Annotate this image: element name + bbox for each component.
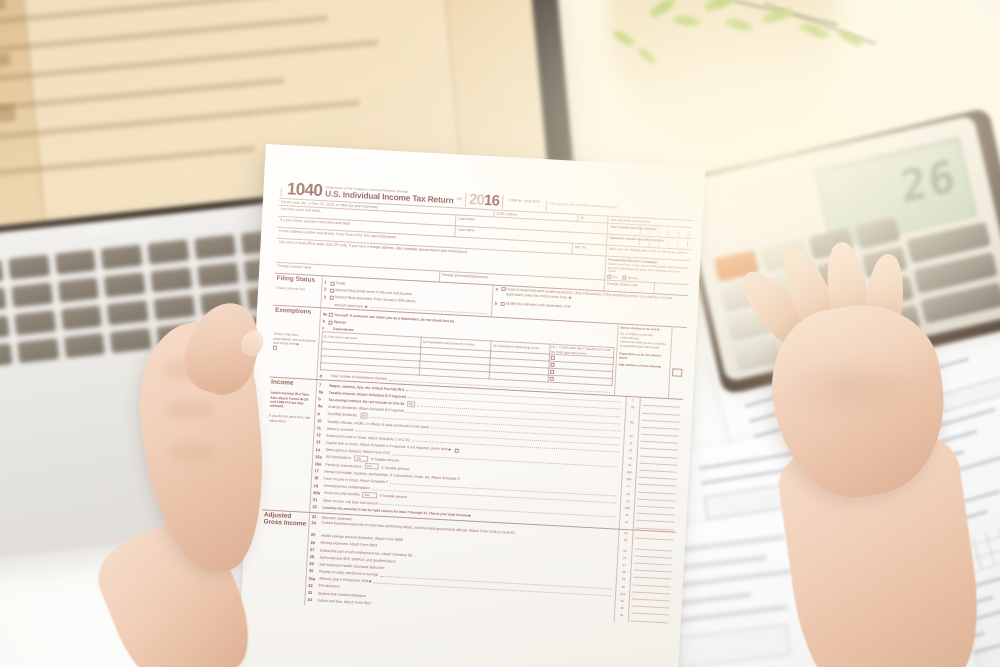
qualifying-widow-checkbox[interactable] xyxy=(500,302,505,307)
foreign-postal-label: Foreign postal code xyxy=(606,282,638,288)
keyboard-key[interactable] xyxy=(7,254,50,280)
head-household-checkbox[interactable] xyxy=(501,287,506,292)
keyboard-key[interactable] xyxy=(0,315,10,341)
knuckle-shadow xyxy=(166,400,214,420)
income-lines-list: 7 Wages, salaries, tips, etc. Attach Form… xyxy=(310,380,627,529)
amount-field[interactable] xyxy=(635,520,675,531)
agi-lines-list: 23 Educator expenses 24 Certain business e… xyxy=(305,512,620,622)
form-irs-tag: (99) xyxy=(456,195,463,201)
yourself-checkbox[interactable] xyxy=(328,313,333,318)
form-word-label: Form xyxy=(279,188,284,197)
hand-holding-form xyxy=(86,294,326,667)
child-tax-credit-checkbox[interactable] xyxy=(549,376,554,381)
option-label: Qualifying widow(er) with dependent chil… xyxy=(505,301,571,310)
exemption-total-box[interactable] xyxy=(672,368,683,378)
form-year-suffix: 16 xyxy=(483,192,500,210)
screen-sidebar-block xyxy=(0,103,16,128)
keyboard-key[interactable] xyxy=(196,262,239,288)
form-year-prefix: 20 xyxy=(468,191,485,209)
married-separate-checkbox[interactable] xyxy=(329,295,334,300)
keyboard-key[interactable] xyxy=(0,343,13,369)
child-tax-credit-checkbox[interactable] xyxy=(550,355,555,360)
keyboard-key[interactable] xyxy=(103,272,146,298)
keyboard-key[interactable] xyxy=(54,249,97,275)
keyboard-key[interactable] xyxy=(147,239,190,265)
calculator-display-value: 26 xyxy=(897,150,960,214)
apt-no-label: Apt. no. xyxy=(574,245,588,250)
spouse-checkbox[interactable] xyxy=(328,320,333,325)
capital-gain-checkbox[interactable] xyxy=(454,448,459,453)
keyboard-key[interactable] xyxy=(10,282,53,308)
keyboard-key[interactable] xyxy=(0,259,4,285)
hand-on-calculator xyxy=(732,236,1000,667)
income-amount-column[interactable] xyxy=(634,398,683,531)
did-not-live-label: • did not live with you due to divorce o… xyxy=(619,339,666,351)
child-tax-credit-checkbox[interactable] xyxy=(550,362,555,367)
sub-line-box[interactable]: 8b xyxy=(407,400,415,408)
sub-line-box[interactable]: 20a xyxy=(362,491,377,499)
screen-sidebar-block xyxy=(0,52,11,72)
keyboard-key[interactable] xyxy=(193,234,236,260)
knuckle-shadow xyxy=(168,442,216,462)
keyboard-key[interactable] xyxy=(57,277,100,303)
col-line-number: 22 xyxy=(624,520,629,525)
option-label: Single xyxy=(335,280,346,286)
married-joint-checkbox[interactable] xyxy=(330,288,335,293)
amount-field[interactable] xyxy=(630,613,670,624)
laptop-latch-notch xyxy=(84,220,143,238)
dependents-not-entered-label: Dependents on 6c not entered above xyxy=(618,350,661,360)
filing-status-heading: Filing Status xyxy=(276,275,316,285)
col-line-number: 34 xyxy=(619,613,624,618)
option-label: and full name here. ▶ xyxy=(334,302,369,309)
col-line-number: 24 xyxy=(623,537,628,542)
keyboard-key[interactable] xyxy=(0,287,7,313)
presidential-you-checkbox[interactable] xyxy=(607,274,612,279)
single-checkbox[interactable] xyxy=(330,281,335,286)
right-hand-shading xyxy=(784,356,914,416)
tax-year-20-label: 20 xyxy=(580,215,585,220)
keyboard-key[interactable] xyxy=(150,267,193,293)
child-tax-credit-checkbox[interactable] xyxy=(549,369,554,374)
add-numbers-label: Add numbers on lines above ▶ xyxy=(618,362,662,369)
keyboard-key[interactable] xyxy=(13,310,56,336)
agi-amount-column[interactable] xyxy=(629,530,676,624)
form-tax-year: 2016 xyxy=(464,191,504,210)
sub-line-box[interactable]: 15a xyxy=(353,455,369,463)
sub-line-box[interactable]: 9b xyxy=(359,412,368,419)
form-number: 1040 xyxy=(286,179,323,201)
filing-status-subtext: Check only one box. xyxy=(276,285,307,292)
keyboard-key[interactable] xyxy=(100,244,143,270)
screen-sidebar-block xyxy=(0,0,5,16)
keyboard-key[interactable] xyxy=(16,338,59,364)
form-omb-number: OMB No. 1545-0074 xyxy=(509,198,541,204)
presidential-spouse-checkbox[interactable] xyxy=(622,275,627,280)
sub-line-box[interactable]: 16a xyxy=(364,463,379,470)
presidential-spouse-label: Spouse xyxy=(627,275,638,281)
line-6b-label: Spouse xyxy=(333,319,347,325)
presidential-you-label: You xyxy=(612,275,618,280)
